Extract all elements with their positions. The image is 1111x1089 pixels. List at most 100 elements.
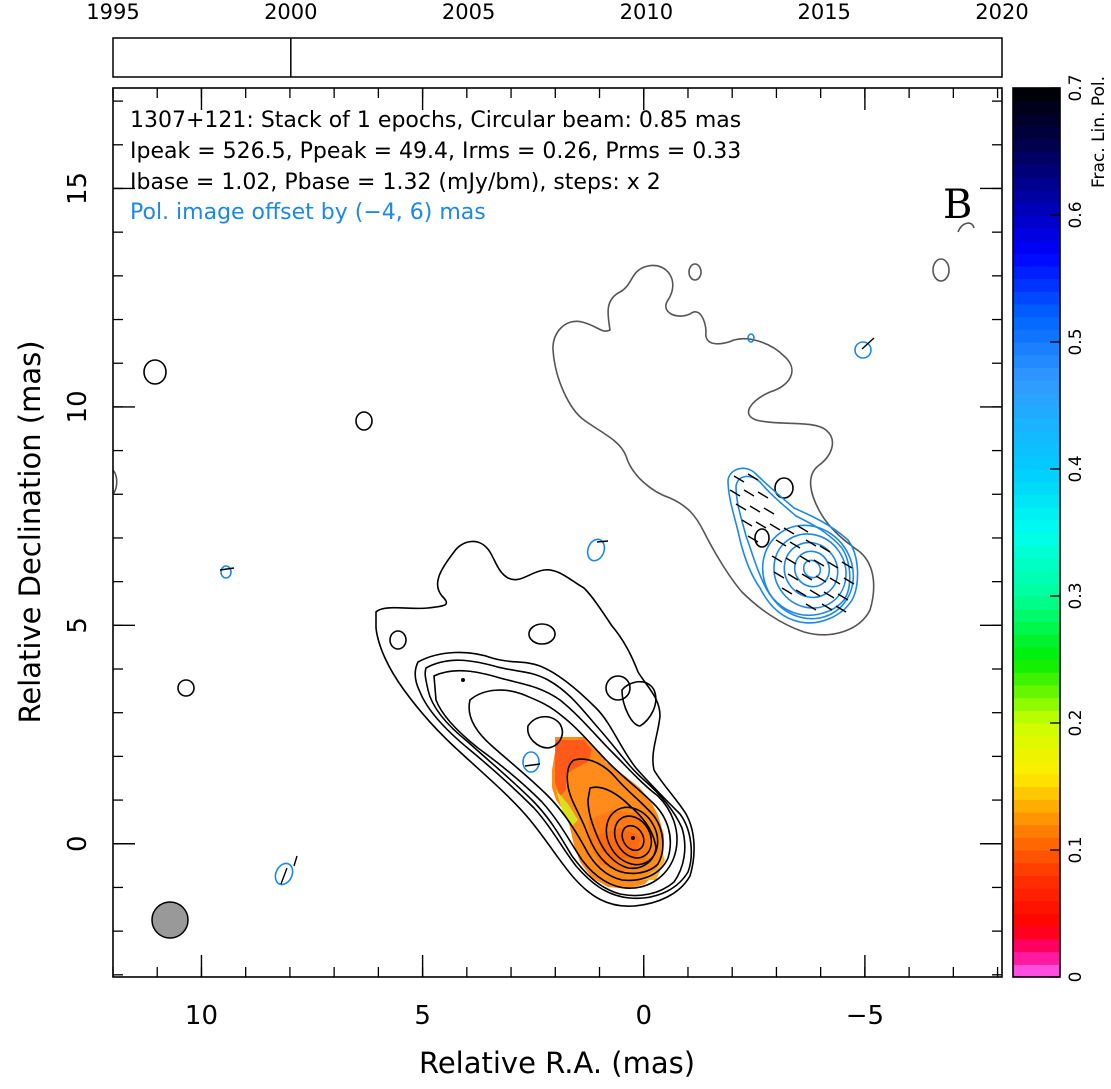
- colorbar-block: [1013, 926, 1060, 940]
- colorbar-block: [1013, 570, 1060, 584]
- timeline: 1995 2000 2005 2010 2015 2020: [86, 0, 1029, 78]
- x-axis-label: Relative R.A. (mas): [419, 1046, 695, 1080]
- colorbar-block: [1013, 126, 1060, 140]
- plot-frame: [112, 87, 1003, 978]
- colorbar-block: [1013, 418, 1060, 432]
- colorbar-block: [1013, 342, 1060, 356]
- colorbar-block: [1013, 316, 1060, 330]
- colorbar-block: [1013, 621, 1060, 635]
- y-axis-label: Relative Declination (mas): [13, 340, 47, 723]
- colorbar-tick-label: 0.4: [1066, 455, 1086, 482]
- y-tick-label: 5: [63, 617, 93, 634]
- plot-background: [113, 88, 1002, 977]
- colorbar-block: [1013, 913, 1060, 927]
- timeline-year-label: 2000: [264, 0, 317, 24]
- colorbar-frame: [1012, 87, 1061, 978]
- colorbar-block: [1013, 875, 1060, 889]
- colorbar-tick-label: 0.3: [1066, 582, 1086, 609]
- y-tick-label: 10: [63, 390, 93, 423]
- colorbar-block: [1013, 469, 1060, 483]
- panel-letter: B: [943, 182, 972, 228]
- x-tick-label: 5: [414, 1001, 431, 1031]
- colorbar-block: [1013, 405, 1060, 419]
- x-tick-label: 10: [185, 1001, 218, 1031]
- annotation-line-1: 1307+121: Stack of 1 epochs, Circular be…: [130, 108, 741, 133]
- map-plot: 10 5 0 −5 0 5 10 15 1307+121: Stack of 1 epoch…: [13, 87, 1003, 1080]
- colorbar-block: [1013, 608, 1060, 622]
- colorbar-block: [1013, 456, 1060, 470]
- colorbar-block: [1013, 532, 1060, 546]
- colorbar-block: [1013, 557, 1060, 572]
- colorbar-block: [1013, 519, 1060, 534]
- colorbar-block: [1013, 507, 1060, 521]
- colorbar-block: [1013, 634, 1060, 648]
- intensity-contours: [143, 359, 794, 907]
- colorbar-block: [1013, 596, 1060, 610]
- colorbar-block: [1013, 799, 1060, 813]
- colorbar-block: [1013, 430, 1060, 445]
- colorbar-block: [1013, 227, 1060, 241]
- colorbar-block: [1013, 240, 1060, 254]
- colorbar-block: [1013, 964, 1060, 978]
- colorbar-block: [1013, 672, 1060, 686]
- colorbar-block: [1013, 380, 1060, 394]
- colorbar-block: [1013, 138, 1060, 153]
- colorbar-block: [1013, 862, 1060, 876]
- lowest-intensity-contour: [113, 222, 975, 636]
- timeline-box: [112, 37, 1003, 78]
- colorbar-block: [1013, 481, 1060, 495]
- colorbar-block: [1013, 164, 1060, 178]
- annotation-pol-offset: Pol. image offset by (−4, 6) mas: [130, 200, 486, 225]
- colorbar-block: [1013, 710, 1060, 724]
- x-tick-label: −5: [846, 1001, 884, 1031]
- evpa-ticks: [219, 337, 875, 885]
- colorbar-block: [1013, 113, 1060, 127]
- colorbar-block: [1013, 253, 1060, 267]
- colorbar-block: [1013, 494, 1060, 508]
- y-tick-label: 15: [63, 172, 93, 205]
- annotations: 1307+121: Stack of 1 epochs, Circular be…: [130, 108, 972, 228]
- colorbar-block: [1013, 938, 1060, 953]
- colorbar-block: [1013, 837, 1060, 851]
- colorbar-block: [1013, 443, 1060, 457]
- colorbar-block: [1013, 646, 1060, 661]
- colorbar-tick-label: 0.5: [1066, 328, 1086, 355]
- colorbar-block: [1013, 303, 1060, 318]
- colorbar-block: [1013, 900, 1060, 915]
- colorbar-block: [1013, 545, 1060, 559]
- timeline-year-label: 1995: [86, 0, 139, 24]
- colorbar-tick-label: 0.2: [1066, 709, 1086, 736]
- colorbar-block: [1013, 367, 1060, 381]
- colorbar-tick-label: 0: [1066, 972, 1086, 983]
- colorbar-block: [1013, 88, 1060, 102]
- colorbar-block: [1013, 951, 1060, 965]
- colorbar: 0 0.1 0.2 0.3 0.4 0.5 0.6 0.7 Frac. Lin. Pol.: [1012, 74, 1109, 983]
- colorbar-block: [1013, 735, 1060, 749]
- colorbar-block: [1013, 811, 1060, 826]
- colorbar-title: Frac. Lin. Pol.: [1089, 76, 1109, 188]
- colorbar-block: [1013, 684, 1060, 699]
- colorbar-block: [1013, 723, 1060, 737]
- colorbar-block: [1013, 850, 1060, 864]
- colorbar-block: [1013, 329, 1060, 343]
- colorbar-block: [1013, 761, 1060, 775]
- beam-ellipse: [151, 901, 189, 939]
- colorbar-block: [1013, 278, 1060, 292]
- colorbar-block: [1013, 697, 1060, 711]
- y-tick-label: 0: [63, 835, 93, 852]
- colorbar-block: [1013, 189, 1060, 203]
- x-tick-label: 0: [635, 1001, 652, 1031]
- colorbar-block: [1013, 265, 1060, 280]
- colorbar-block: [1013, 824, 1060, 838]
- colorbar-block: [1013, 151, 1060, 165]
- colorbar-block: [1013, 583, 1060, 597]
- colorbar-tick-label: 0.7: [1066, 74, 1086, 101]
- timeline-year-label: 2010: [620, 0, 673, 24]
- colorbar-block: [1013, 392, 1060, 407]
- colorbar-tick-label: 0.6: [1066, 201, 1086, 228]
- annotation-line-3: Ibase = 1.02, Pbase = 1.32 (mJy/bm), ste…: [130, 170, 661, 195]
- colorbar-block: [1013, 215, 1060, 229]
- colorbar-block: [1013, 773, 1060, 788]
- colorbar-block: [1013, 888, 1060, 902]
